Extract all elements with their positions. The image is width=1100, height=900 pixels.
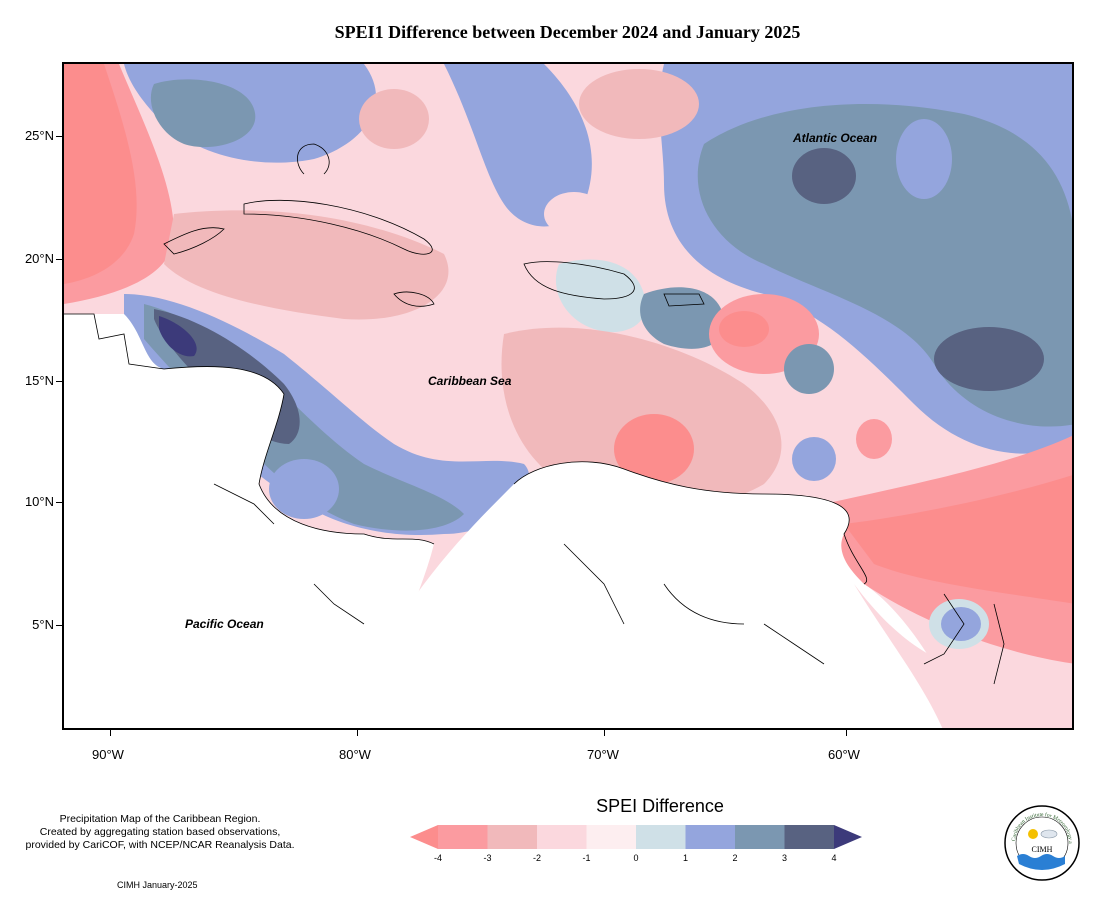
data-source-note: Precipitation Map of the Caribbean Regio…: [10, 813, 310, 852]
lon-label-70: 70°W: [587, 747, 619, 762]
lon-tick: [357, 730, 358, 736]
legend-swatch: [784, 825, 834, 849]
lat-tick: [56, 136, 62, 137]
note-line-2: Created by aggregating station based obs…: [39, 826, 281, 838]
legend-swatch: [487, 825, 537, 849]
legend-tick-label: -1: [582, 853, 591, 863]
legend-tick-label: 1: [682, 853, 688, 863]
cimh-logo: Caribbean Institute for Meteorology and …: [1003, 804, 1080, 881]
legend-tick-label: -3: [483, 853, 492, 863]
lon-tick: [110, 730, 111, 736]
lat-label-20: 20°N: [24, 251, 54, 266]
legend-tick-label: 3: [781, 853, 787, 863]
lat-label-15: 15°N: [24, 373, 54, 388]
legend-tick-label: -4: [433, 853, 442, 863]
lat-tick: [56, 502, 62, 503]
lon-tick: [604, 730, 605, 736]
legend-tick-label: 2: [732, 853, 738, 863]
legend-swatch: [586, 825, 636, 849]
label-atlantic-ocean: Atlantic Ocean: [793, 131, 878, 145]
lat-tick: [56, 381, 62, 382]
lat-tick: [56, 625, 62, 626]
spei-field: [64, 64, 1072, 728]
legend-tick-label: 0: [633, 853, 639, 863]
logo-acronym: CIMH: [1032, 845, 1053, 854]
legend-swatch: [438, 825, 488, 849]
legend-swatch: [410, 825, 438, 849]
waves-icon: [1017, 854, 1065, 870]
legend-swatch: [834, 825, 862, 849]
legend-title: SPEI Difference: [596, 796, 724, 816]
lon-label-90: 90°W: [92, 747, 124, 762]
lon-label-80: 80°W: [339, 747, 371, 762]
credit-line: CIMH January-2025: [117, 880, 198, 890]
legend-swatch: [735, 825, 785, 849]
map-title: SPEI1 Difference between December 2024 a…: [334, 22, 801, 42]
lat-label-10: 10°N: [24, 494, 54, 509]
lat-tick: [56, 259, 62, 260]
legend-tick-label: 4: [831, 853, 837, 863]
legend-swatch: [685, 825, 735, 849]
label-pacific-ocean: Pacific Ocean: [185, 617, 264, 631]
sun-icon: [1028, 829, 1038, 839]
label-caribbean-sea: Caribbean Sea: [428, 374, 512, 388]
map-area: [62, 62, 1074, 730]
legend-colorbar: [410, 825, 862, 849]
lon-label-60: 60°W: [828, 747, 860, 762]
lat-label-25: 25°N: [24, 128, 54, 143]
cloud-icon: [1040, 829, 1058, 839]
lat-label-5: 5°N: [32, 617, 54, 632]
legend-swatch: [636, 825, 686, 849]
lon-tick: [846, 730, 847, 736]
note-line-1: Precipitation Map of the Caribbean Regio…: [59, 813, 261, 825]
note-line-3: provided by CariCOF, with NCEP/NCAR Rean…: [25, 839, 295, 851]
legend-swatch: [537, 825, 587, 849]
legend-tick-label: -2: [532, 853, 541, 863]
